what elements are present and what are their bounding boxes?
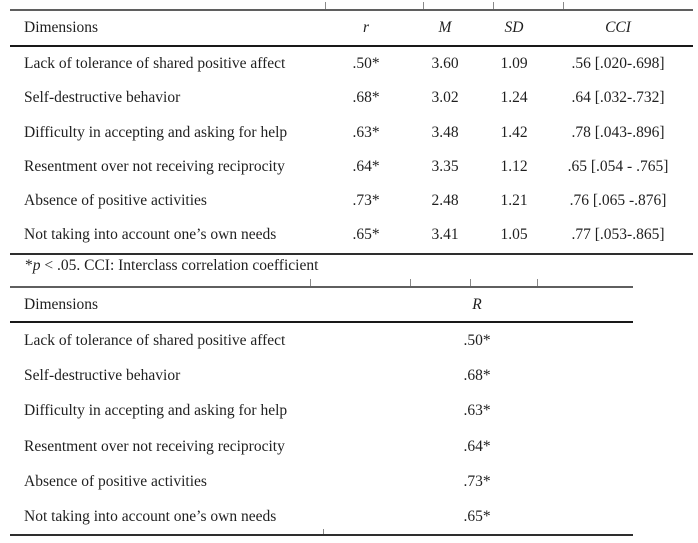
table-footnote: *p < .05. CCI: Interclass correlation co… <box>25 258 318 274</box>
dimension-label: Difficulty in accepting and asking for h… <box>24 402 288 420</box>
table-header-row: Dimensions R <box>10 288 633 321</box>
column-border-tick <box>310 279 311 286</box>
sd-value: 1.24 <box>500 89 528 107</box>
dimension-label: Self-destructive behavior <box>24 367 181 385</box>
column-border-tick <box>410 279 411 286</box>
sd-value: 1.12 <box>500 157 528 175</box>
mean-value: 3.48 <box>431 123 459 141</box>
column-border-tick <box>423 2 424 9</box>
table-row: Resentment over not receiving reciprocit… <box>10 429 633 464</box>
column-border-tick <box>323 529 324 535</box>
dimension-label: Difficulty in accepting and asking for h… <box>24 123 288 141</box>
header-dimensions: Dimensions <box>24 295 99 313</box>
table-bottom-rule <box>10 529 633 537</box>
header-cci: CCI <box>605 18 631 36</box>
table-row: Self-destructive behavior .68* <box>10 358 633 393</box>
sd-value: 1.09 <box>500 55 528 72</box>
r-value: .73* <box>352 192 380 210</box>
header-separator-rule <box>10 44 693 47</box>
table-row: Absence of positive activities .73* 2.48… <box>10 184 693 218</box>
table-row: Self-destructive behavior .68* 3.02 1.24… <box>10 81 693 115</box>
regression-table: Dimensions R Lack of tolerance of shared… <box>10 279 633 537</box>
significance-star: * <box>25 257 33 274</box>
table-header-row: Dimensions r M SD CCI <box>10 11 693 45</box>
R-value: .50* <box>463 332 491 349</box>
table-bottom-rule <box>10 252 693 255</box>
statistics-table: Dimensions r M SD CCI Lack of tolerance … <box>10 2 693 255</box>
dimension-label: Absence of positive activities <box>24 472 207 490</box>
header-r: r <box>362 18 370 36</box>
table-row: Lack of tolerance of shared positive aff… <box>10 47 693 81</box>
table-row: Not taking into account one’s own needs … <box>10 218 693 252</box>
column-border-tick <box>493 2 494 9</box>
table-row: Difficulty in accepting and asking for h… <box>10 393 633 428</box>
r-value: .63* <box>352 123 380 141</box>
sd-value: 1.21 <box>500 192 528 210</box>
dimension-label: Lack of tolerance of shared positive aff… <box>24 332 286 349</box>
mean-value: 3.02 <box>431 89 459 107</box>
dimension-label: Resentment over not receiving reciprocit… <box>24 157 285 175</box>
R-value: .63* <box>463 402 491 420</box>
mean-value: 3.60 <box>431 55 459 72</box>
column-border-tick <box>563 2 564 9</box>
sd-value: 1.05 <box>500 226 528 244</box>
cci-value: .64 [.032-.732] <box>571 89 665 107</box>
r-value: .64* <box>352 157 380 175</box>
dimension-label: Resentment over not receiving reciprocit… <box>24 437 285 455</box>
r-value: .65* <box>352 226 380 244</box>
table-top-rule <box>10 279 633 288</box>
mean-value: 3.35 <box>431 157 459 175</box>
header-dimensions: Dimensions <box>24 18 99 36</box>
column-border-tick <box>325 2 326 9</box>
cci-value: .56 [.020-.698] <box>571 55 665 72</box>
R-value: .64* <box>463 437 491 455</box>
R-value: .68* <box>463 367 491 385</box>
sd-value: 1.42 <box>500 123 528 141</box>
mean-value: 2.48 <box>431 192 459 210</box>
header-m: M <box>438 18 452 36</box>
cci-value: .78 [.043-.896] <box>571 123 665 141</box>
dimension-label: Self-destructive behavior <box>24 89 181 107</box>
dimension-label: Absence of positive activities <box>24 192 207 210</box>
p-symbol: p <box>32 257 41 274</box>
footnote-text: < .05. CCI: Interclass correlation coeff… <box>40 257 319 274</box>
cci-value: .65 [.054 - .765] <box>567 157 669 175</box>
column-border-tick <box>470 279 471 286</box>
dimension-label: Not taking into account one’s own needs <box>24 507 277 525</box>
table-row: Resentment over not receiving reciprocit… <box>10 150 693 184</box>
r-value: .50* <box>352 55 380 72</box>
table-top-rule <box>10 2 693 11</box>
dimension-label: Lack of tolerance of shared positive aff… <box>24 55 286 72</box>
dimension-label: Not taking into account one’s own needs <box>24 226 277 244</box>
header-separator-rule <box>10 320 633 323</box>
R-value: .65* <box>463 507 491 525</box>
table-row: Absence of positive activities .73* <box>10 464 633 499</box>
table-row: Lack of tolerance of shared positive aff… <box>10 323 633 358</box>
cci-value: .77 [.053-.865] <box>571 226 665 244</box>
R-value: .73* <box>463 472 491 490</box>
column-border-tick <box>537 279 538 286</box>
cci-value: .76 [.065 -.876] <box>569 192 667 210</box>
header-R: R <box>472 295 482 313</box>
table-row: Difficulty in accepting and asking for h… <box>10 116 693 150</box>
table-row: Not taking into account one’s own needs … <box>10 499 633 534</box>
r-value: .68* <box>352 89 380 107</box>
header-sd: SD <box>504 18 524 36</box>
mean-value: 3.41 <box>431 226 459 244</box>
